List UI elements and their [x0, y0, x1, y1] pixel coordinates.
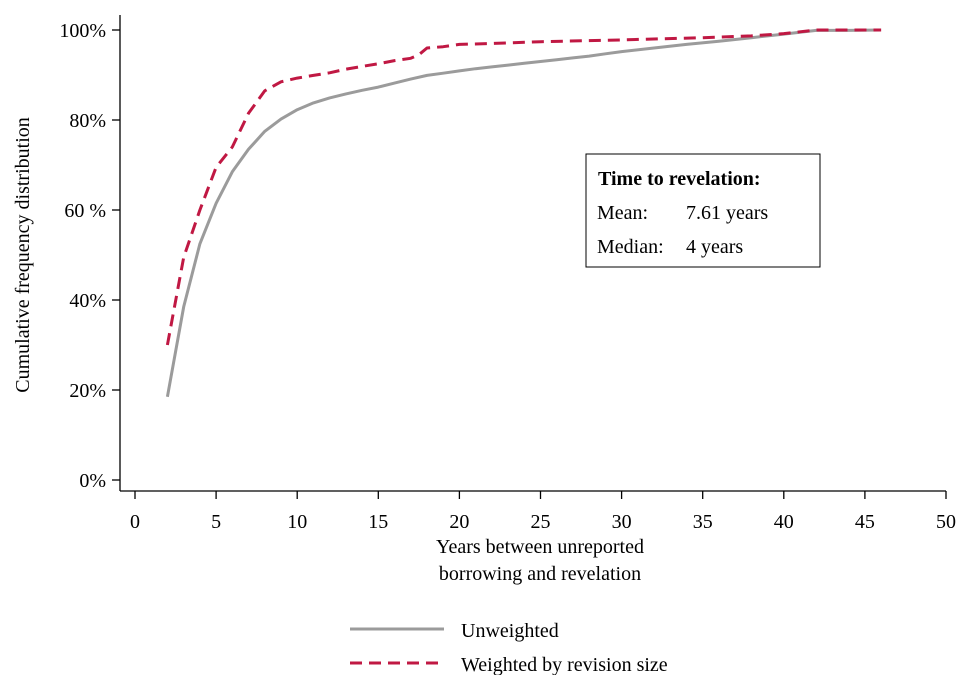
legend-label-unweighted: Unweighted [461, 620, 559, 642]
x-axis-label-line-1: Years between unreported [436, 536, 644, 558]
annotation-mean-value: 7.61 years [686, 202, 768, 224]
y-tick-label: 0% [79, 470, 106, 492]
x-ticks: 0 5 10 15 20 25 30 35 40 45 50 [130, 491, 956, 533]
x-tick-label: 50 [936, 511, 956, 533]
annotation-mean-label: Mean: [597, 202, 648, 224]
series-layer [165, 28, 882, 398]
x-tick-label: 35 [693, 511, 713, 533]
y-tick-label: 60 % [64, 200, 106, 222]
x-tick-label: 20 [449, 511, 469, 533]
y-axis: 0% 20% 40% 60 % 80% 100% [59, 15, 121, 492]
annotation-box: Time to revelation: Mean: 7.61 years Med… [585, 153, 821, 268]
annotation-title: Time to revelation: [598, 168, 761, 190]
legend-label-weighted: Weighted by revision size [461, 654, 668, 675]
x-axis: 0 5 10 15 20 25 30 35 40 45 50 [120, 490, 956, 533]
x-tick-label: 10 [287, 511, 307, 533]
annotation-median-value: 4 years [686, 236, 743, 258]
y-tick-label: 100% [59, 20, 106, 42]
y-tick-label: 80% [69, 110, 106, 132]
legend: Unweighted Weighted by revision size [350, 620, 668, 675]
y-tick-label: 40% [69, 290, 106, 312]
x-axis-label-line-2: borrowing and revelation [439, 563, 641, 585]
x-tick-label: 25 [531, 511, 551, 533]
annotation-median-label: Median: [597, 236, 664, 258]
annotation-frame [585, 153, 821, 268]
x-tick-label: 5 [211, 511, 221, 533]
y-ticks: 0% 20% 40% 60 % 80% 100% [59, 20, 120, 492]
x-tick-label: 15 [368, 511, 388, 533]
y-axis-label: Cumulative frequency distribution [12, 117, 34, 393]
x-tick-label: 30 [612, 511, 632, 533]
series-line-weighted [165, 28, 882, 346]
x-tick-label: 0 [130, 511, 140, 533]
series-line-unweighted [165, 28, 882, 398]
x-tick-label: 45 [855, 511, 875, 533]
x-tick-label: 40 [774, 511, 794, 533]
y-tick-label: 20% [69, 380, 106, 402]
